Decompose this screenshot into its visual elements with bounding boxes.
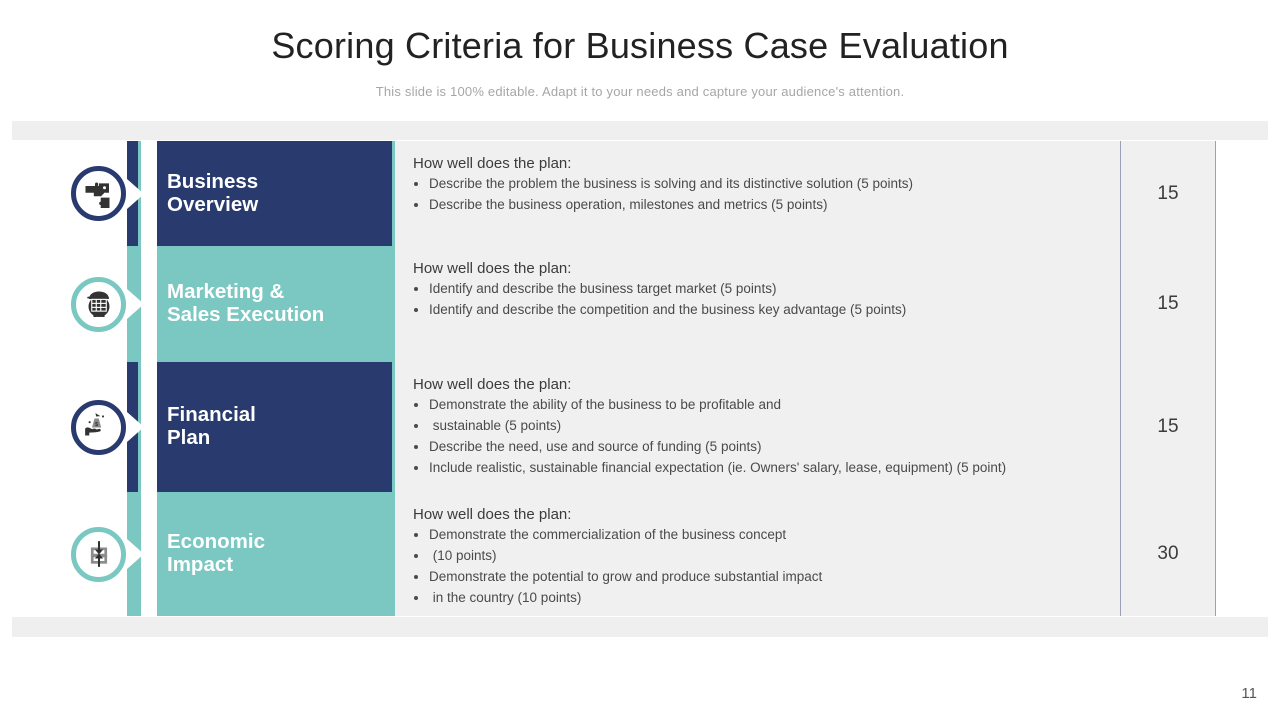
svg-text:$: $ — [95, 422, 98, 428]
